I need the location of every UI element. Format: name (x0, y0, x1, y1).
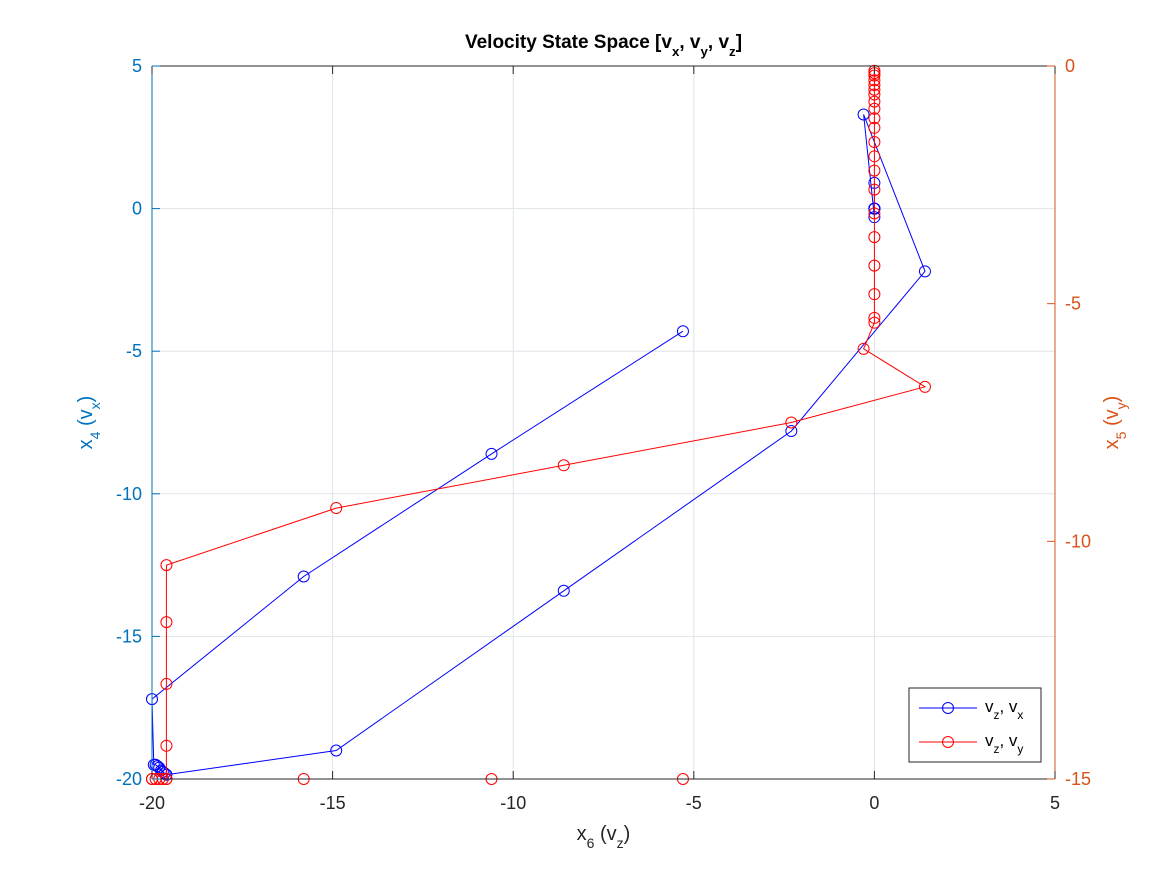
series-2-point (868, 79, 881, 92)
series-2-point (160, 559, 173, 572)
series-2-point (785, 416, 798, 429)
series-1-point (297, 570, 310, 583)
series-2-point (868, 311, 881, 324)
series-1-point (918, 265, 931, 278)
left-y-tick-label: -20 (116, 769, 142, 789)
x-tick-label: -5 (686, 793, 702, 813)
chart-title: Velocity State Space [vx, vy, vz] (465, 32, 742, 59)
axes (151, 65, 1056, 780)
series-2-point (868, 95, 881, 108)
x-tick-label: -15 (320, 793, 346, 813)
series-2-point (918, 380, 931, 393)
x-tick-label: 0 (869, 793, 879, 813)
legend: vz, vx vz, vy (908, 687, 1042, 763)
right-y-tick-label: -15 (1065, 769, 1091, 789)
series-1-point (147, 758, 160, 771)
x-tick-label: -20 (139, 793, 165, 813)
series-2-point (868, 231, 881, 244)
x-tick-label: -10 (500, 793, 526, 813)
left-y-axis-label: x4 (vx) (75, 396, 103, 450)
left-y-axis-label-group: x4 (vx) (75, 396, 103, 450)
legend-label-2: vz, vy (985, 731, 1023, 756)
right-y-tick-label: -10 (1065, 531, 1091, 551)
left-y-tick-label: -10 (116, 484, 142, 504)
series-2-point (160, 739, 173, 752)
series-1-point (785, 425, 798, 438)
series-2-point (868, 183, 881, 196)
series-2-point (868, 207, 881, 220)
series-1-point (485, 447, 498, 460)
grid (151, 65, 1056, 780)
series-2-point (868, 121, 881, 134)
series-2-point (868, 102, 881, 115)
right-y-tick-label: 0 (1065, 56, 1075, 76)
series-2-point (868, 112, 881, 125)
left-y-tick-label: 0 (132, 199, 142, 219)
legend-marker-1 (942, 702, 954, 714)
series-2-point (557, 459, 570, 472)
series-2-point (868, 88, 881, 101)
series-1-point (330, 744, 343, 757)
right-y-axis-label-group: x5 (vy) (1101, 396, 1129, 450)
series-2-point (857, 342, 870, 355)
left-y-tick-label: -5 (126, 341, 142, 361)
x-tick-label: 5 (1050, 793, 1060, 813)
series-2-point (868, 74, 881, 87)
series-2-point (868, 164, 881, 177)
right-y-tick-label: -5 (1065, 294, 1081, 314)
series-1-point (557, 584, 570, 597)
series-2-point (868, 259, 881, 272)
legend-marker-2 (942, 736, 954, 748)
series-2-point (868, 288, 881, 301)
legend-box (908, 687, 1042, 763)
legend-label-1: vz, vx (985, 697, 1023, 722)
labels: -20 -15 -10 -5 0 5-20-15-10-505-15-10-50Veloc… (75, 32, 1129, 851)
series-2-point (160, 616, 173, 629)
left-y-tick-label: 5 (132, 56, 142, 76)
series-2-point (330, 502, 343, 515)
series-2-point (160, 677, 173, 690)
series-1-point (676, 325, 689, 338)
series-2-point (868, 136, 881, 149)
left-y-tick-label: -15 (116, 626, 142, 646)
series-1-point (857, 108, 870, 121)
x-axis-label: x6 (vz) (577, 823, 631, 851)
series-2-point (868, 83, 881, 96)
series-2-point (868, 316, 881, 329)
right-y-axis-label: x5 (vy) (1101, 396, 1129, 450)
series-2-point (868, 150, 881, 163)
